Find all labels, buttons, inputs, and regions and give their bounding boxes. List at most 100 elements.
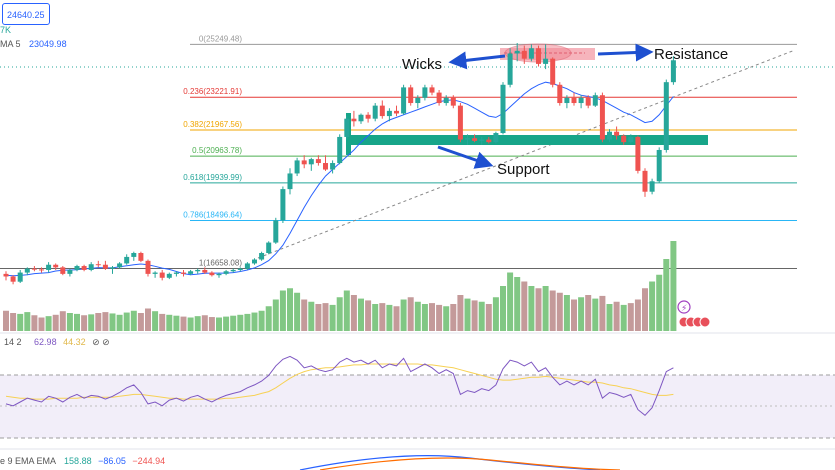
volume-bar [279, 290, 286, 331]
candles [3, 43, 676, 285]
volume-bar [563, 295, 570, 331]
volume-bar [145, 308, 151, 331]
rsi-lines [5, 355, 674, 416]
volume-bar [556, 292, 563, 331]
candle-body [457, 105, 463, 140]
volume-bar [265, 306, 272, 331]
volume-bar [237, 314, 244, 331]
candle-body [557, 84, 563, 104]
candle-body [195, 269, 201, 272]
volume-bar [436, 304, 443, 331]
k-fragment: 7K [0, 25, 12, 35]
ma-legend: MA 5 23049.98 [0, 39, 67, 49]
candle-body [173, 272, 179, 274]
candle-body [543, 58, 549, 64]
candle-body [188, 271, 194, 274]
macd-params: e 9 EMA EMA [0, 456, 56, 466]
volume-bar [578, 297, 585, 331]
fibonacci-retracement: 0(25249.48) 0.236(23221.91) 0.382(21967.56… [0, 34, 797, 269]
volume-bar [492, 297, 499, 331]
macd-signal-line [319, 457, 621, 470]
candle-body [401, 87, 407, 114]
volume-bar [194, 316, 201, 331]
volume-bar [201, 315, 208, 331]
candle-body [110, 267, 115, 269]
candle-body [259, 253, 265, 260]
volume-bar [251, 312, 258, 331]
flag-icon-4[interactable] [699, 316, 711, 328]
candle-body [614, 131, 620, 136]
volume-bar [81, 315, 88, 331]
lightning-icon[interactable] [677, 300, 691, 314]
volume-bar [613, 301, 620, 331]
candle-body [3, 273, 9, 277]
candle-body [102, 264, 108, 269]
candle-body [209, 272, 215, 276]
candle-body [131, 253, 137, 257]
volume-bar [627, 303, 634, 331]
rsi-line [5, 355, 674, 416]
candle-body [528, 48, 534, 59]
support-zone [346, 135, 708, 145]
ma5-line [5, 81, 674, 277]
fib-label: 0.618(19939.99) [183, 173, 242, 182]
volume-bar [137, 313, 144, 331]
support-arrow [437, 145, 494, 169]
candle-body [181, 272, 186, 274]
volume-bar [649, 281, 656, 331]
candle-body [337, 136, 343, 164]
volume-bars [3, 241, 677, 331]
candle-body [642, 170, 648, 192]
volume-bar [670, 241, 677, 331]
volume-bar [386, 304, 393, 331]
volume-bar [343, 290, 350, 331]
candle-body [351, 118, 357, 122]
volume-bar [471, 300, 478, 331]
candle-body [479, 139, 485, 141]
candle-body [372, 105, 378, 119]
volume-bar [159, 313, 166, 331]
candle-body [670, 60, 676, 83]
volume-bar [599, 295, 606, 331]
rsi-ma-value: 44.32 [63, 337, 86, 347]
volume-bar [272, 299, 279, 331]
volume-bar [400, 299, 407, 331]
candle-body [230, 269, 236, 272]
volume-bar [322, 303, 329, 331]
volume-bar [485, 304, 492, 331]
rsi-header: 14 2 62.98 44.32 ⊘ ⊘ [4, 337, 110, 348]
candle-body [216, 273, 222, 276]
volume-bar [329, 304, 336, 331]
candle-body [500, 84, 506, 134]
volume-bar [507, 272, 514, 331]
macd-value-3: −244.94 [132, 456, 166, 466]
candle-body [152, 272, 158, 274]
lightning-glyph: ⚡ [681, 304, 687, 314]
volume-bar [74, 313, 80, 331]
candle-body [635, 136, 641, 171]
candle-body [24, 268, 30, 273]
rsi-ma-line [5, 363, 674, 400]
candle-body [486, 139, 492, 143]
candle-body [621, 135, 627, 143]
candle-body [585, 97, 591, 106]
rsi-icons[interactable]: ⊘ ⊘ [92, 337, 110, 347]
volume-bar [173, 315, 180, 331]
candle-body [244, 263, 250, 269]
volume-bar [116, 314, 123, 331]
volume-bar [216, 317, 222, 331]
volume-k-label: 7K [0, 25, 11, 35]
volume-bar [308, 301, 315, 331]
fib-label: 0.5(20963.78) [192, 146, 242, 155]
candle-body [280, 189, 286, 221]
candle-body [31, 268, 37, 270]
candle-body [223, 271, 229, 274]
volume-bar [230, 315, 237, 331]
rsi-params: 14 2 [4, 337, 22, 347]
candle-body [599, 95, 605, 140]
fib-label: 0(25249.48) [199, 34, 242, 43]
candle-body [656, 149, 662, 182]
candle-body [607, 131, 612, 140]
candle-body [408, 87, 414, 104]
volume-bar [10, 313, 17, 331]
